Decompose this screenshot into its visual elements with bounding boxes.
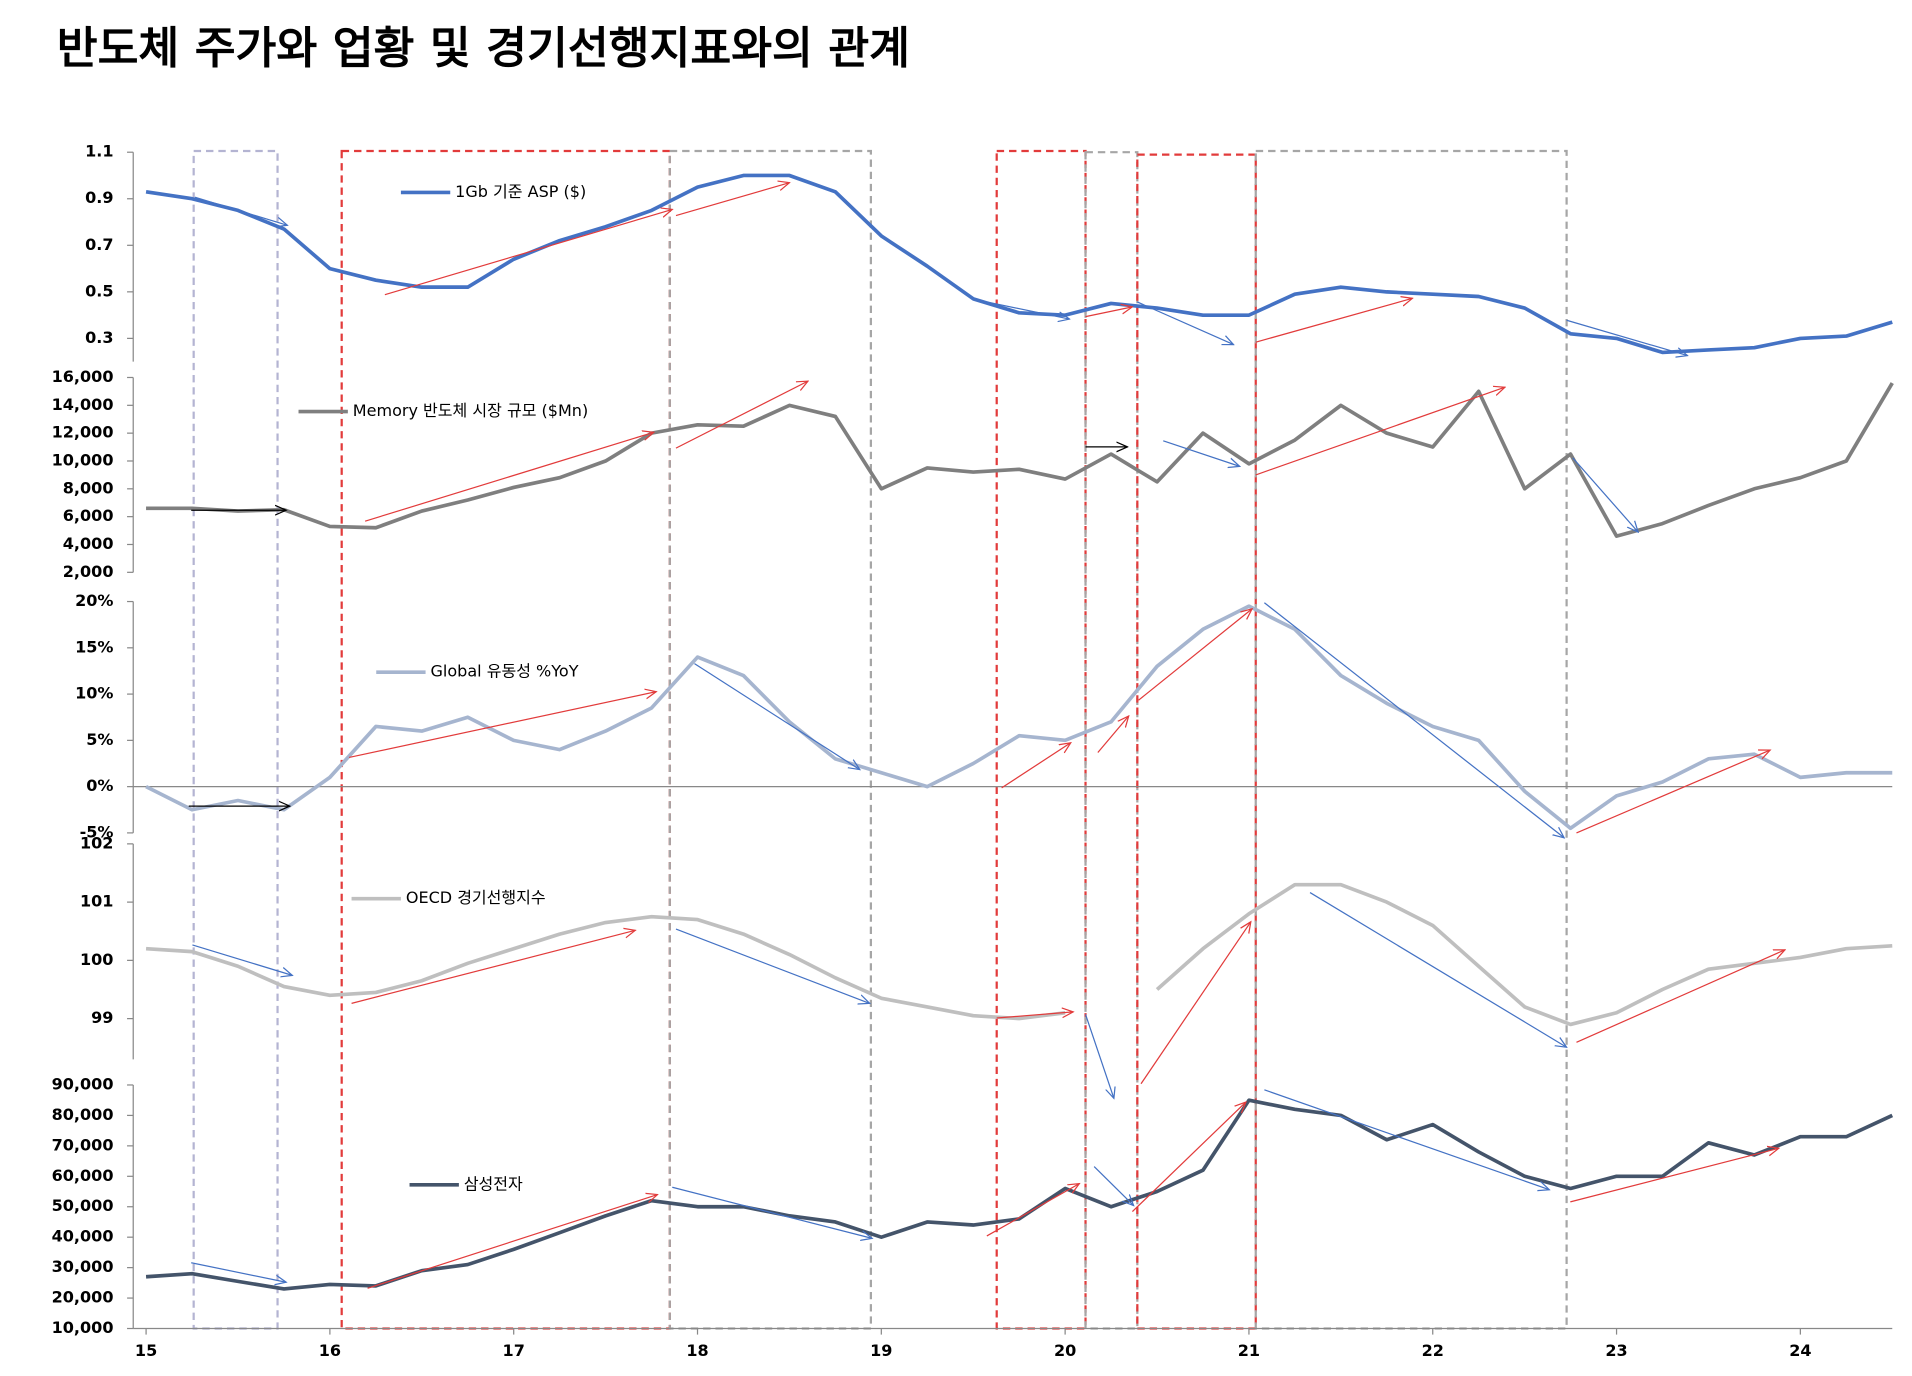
trend-arrow: [1140, 922, 1251, 1085]
y-tick-label: 10,000: [52, 1318, 114, 1337]
y-tick-label: 2,000: [63, 562, 114, 581]
trend-arrow: [1264, 1089, 1549, 1190]
series-line: [146, 382, 1894, 538]
series-line: [145, 1098, 1894, 1291]
y-tick-label: 0.9: [85, 188, 113, 207]
series-line: [145, 604, 1893, 831]
y-tick-label: 101: [80, 892, 113, 911]
y-tick-label: 16,000: [52, 367, 114, 386]
y-tick-label: 6,000: [63, 506, 114, 525]
y-tick-label: 0.7: [85, 235, 113, 254]
trend-arrow: [986, 1184, 1080, 1237]
highlight-box: [1136, 153, 1257, 1330]
legend-label: OECD 경기선행지수: [406, 888, 546, 907]
y-tick-label: 8,000: [63, 478, 114, 497]
y-tick-label: 1.1: [85, 142, 113, 161]
legend-label: 삼성전자: [464, 1174, 523, 1193]
trend-arrow: [1138, 609, 1252, 701]
x-tick-label: 21: [1238, 1341, 1260, 1360]
y-tick-label: 60,000: [52, 1166, 114, 1185]
series-line: [145, 173, 1893, 355]
trend-arrow: [364, 432, 654, 522]
trend-arrow: [1001, 743, 1071, 789]
trend-arrow: [1566, 319, 1688, 355]
y-tick-label: 50,000: [52, 1196, 114, 1215]
y-tick-label: 10%: [75, 684, 113, 703]
x-tick-label: 22: [1422, 1341, 1444, 1360]
y-tick-label: 100: [80, 950, 113, 969]
x-tick-label: 15: [135, 1341, 157, 1360]
highlight-box: [192, 149, 279, 1330]
trend-arrow: [1084, 1014, 1114, 1098]
trend-arrow: [675, 183, 789, 217]
highlight-box: [340, 149, 671, 1330]
series-line: [145, 882, 1893, 1027]
x-tick-label: 20: [1054, 1341, 1076, 1360]
legend-label: Memory 반도체 시장 규모 ($Mn): [353, 401, 588, 420]
y-tick-label: 80,000: [52, 1105, 114, 1124]
y-tick-label: 30,000: [52, 1257, 114, 1276]
x-tick-label: 24: [1789, 1341, 1811, 1360]
legend-label: 1Gb 기준 ASP ($): [455, 182, 586, 201]
trend-arrow: [1131, 1102, 1245, 1213]
trend-arrow: [1576, 950, 1784, 1043]
x-tick-label: 16: [319, 1341, 341, 1360]
x-tick-label: 18: [686, 1341, 708, 1360]
y-tick-label: 90,000: [52, 1075, 114, 1094]
trend-arrow: [191, 1262, 286, 1282]
trend-arrow: [194, 196, 288, 225]
highlight-box: [668, 149, 872, 1330]
y-tick-label: 102: [80, 833, 113, 852]
y-tick-label: 40,000: [52, 1227, 114, 1246]
y-tick-label: 0.3: [85, 328, 113, 347]
y-tick-label: 14,000: [52, 395, 114, 414]
trend-arrow: [986, 301, 1070, 319]
trend-arrow: [367, 1195, 658, 1289]
trend-arrow: [1163, 440, 1239, 467]
page-title: 반도체 주가와 업황 및 경기선행지표와의 관계: [57, 23, 910, 74]
trend-arrow: [675, 381, 808, 449]
trend-arrow: [672, 1186, 872, 1238]
y-tick-label: 99: [91, 1008, 113, 1027]
trend-arrow: [1570, 1148, 1778, 1203]
x-tick-label: 17: [503, 1341, 525, 1360]
y-tick-label: 20,000: [52, 1288, 114, 1307]
y-tick-label: 15%: [75, 637, 113, 656]
trend-arrow: [1093, 1166, 1133, 1206]
highlight-box: [1084, 151, 1139, 1330]
trend-arrow: [1097, 716, 1129, 753]
highlight-box: [1254, 149, 1568, 1330]
trend-arrow: [1576, 750, 1770, 834]
trend-arrow: [1309, 892, 1567, 1048]
y-tick-label: 12,000: [52, 423, 114, 442]
trend-arrow: [351, 930, 636, 1004]
y-tick-label: 20%: [75, 591, 113, 610]
y-tick-label: 4,000: [63, 534, 114, 553]
y-tick-label: 0%: [86, 776, 113, 795]
y-tick-label: 0.5: [85, 281, 113, 300]
y-tick-label: 5%: [86, 730, 113, 749]
legend-label: Global 유동성 %YoY: [431, 662, 579, 681]
x-tick-label: 19: [870, 1341, 892, 1360]
trend-arrow: [1572, 457, 1638, 532]
x-tick-label: 23: [1605, 1341, 1627, 1360]
y-tick-label: -5%: [80, 822, 114, 841]
trend-arrow: [192, 944, 292, 975]
trend-arrow: [1264, 602, 1564, 838]
trend-arrow: [1255, 298, 1413, 343]
trend-arrow: [1085, 307, 1133, 318]
trend-arrow: [1255, 387, 1505, 476]
y-tick-label: 70,000: [52, 1135, 114, 1154]
trend-arrow: [384, 209, 672, 296]
trend-arrow: [348, 692, 656, 759]
trend-arrow: [1137, 301, 1233, 345]
trend-arrow: [694, 663, 859, 770]
trend-arrow: [675, 928, 870, 1003]
trend-arrow: [996, 1012, 1073, 1019]
y-tick-label: 10,000: [52, 451, 114, 470]
